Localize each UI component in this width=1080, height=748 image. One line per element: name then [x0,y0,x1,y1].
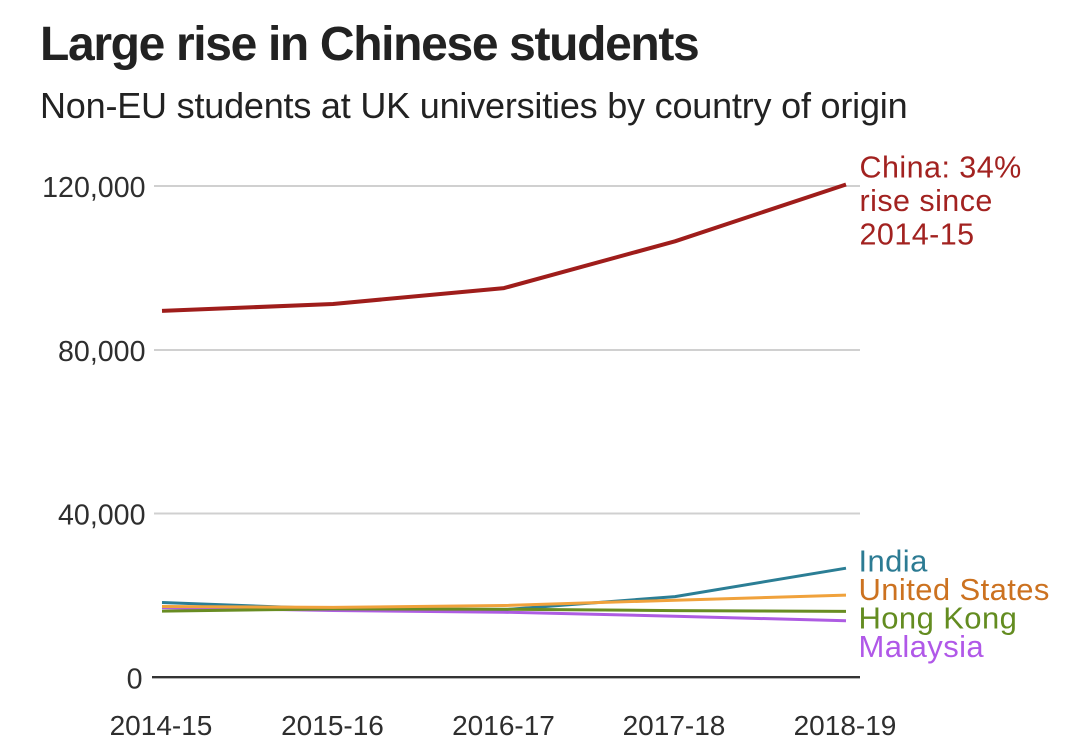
svg-text:120,000: 120,000 [42,172,145,204]
svg-text:2014-15: 2014-15 [860,218,975,252]
svg-text:2016-17: 2016-17 [452,710,555,741]
svg-text:0: 0 [127,663,143,695]
svg-text:India: India [859,543,929,578]
svg-text:2018-19: 2018-19 [794,710,897,741]
svg-text:rise since: rise since [860,184,993,218]
svg-text:40,000: 40,000 [58,499,145,531]
svg-text:2015-16: 2015-16 [281,710,384,741]
svg-text:2017-18: 2017-18 [623,710,726,741]
svg-text:80,000: 80,000 [58,336,145,368]
svg-text:Malaysia: Malaysia [859,629,985,664]
svg-text:United States: United States [859,572,1050,607]
svg-text:China: 34%: China: 34% [860,151,1022,185]
svg-text:Large rise in Chinese students: Large rise in Chinese students [40,18,698,71]
svg-text:2014-15: 2014-15 [110,710,213,741]
svg-text:Non-EU students at UK universi: Non-EU students at UK universities by co… [40,85,907,126]
svg-text:Hong Kong: Hong Kong [859,600,1018,635]
